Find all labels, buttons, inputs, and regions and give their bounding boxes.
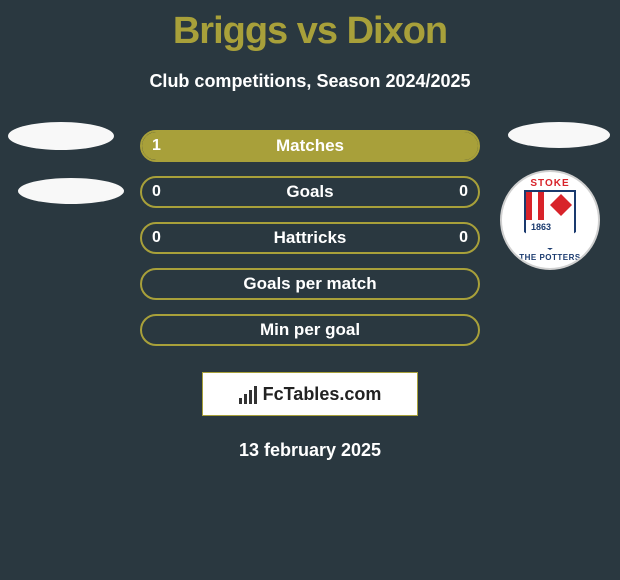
subtitle: Club competitions, Season 2024/2025 [0, 71, 620, 92]
stat-label: Goals per match [140, 268, 480, 300]
date-label: 13 february 2025 [0, 440, 620, 461]
stat-row-min-per-goal: Min per goal [140, 314, 480, 346]
stat-row-goals-per-match: Goals per match [140, 268, 480, 300]
stat-row-hattricks: 0 Hattricks 0 [140, 222, 480, 254]
page-title: Briggs vs Dixon [0, 0, 620, 53]
branding-box: FcTables.com [202, 372, 418, 416]
stat-label: Min per goal [140, 314, 480, 346]
branding-text: FcTables.com [263, 384, 382, 405]
bar-chart-icon [239, 384, 257, 404]
stat-label: Goals [140, 176, 480, 208]
stat-label: Matches [140, 130, 480, 162]
stat-right-value: 0 [459, 176, 468, 208]
stats-area: 1 Matches 0 Goals 0 0 Hattricks 0 Goals … [0, 130, 620, 346]
stat-right-value: 0 [459, 222, 468, 254]
stat-row-goals: 0 Goals 0 [140, 176, 480, 208]
stat-label: Hattricks [140, 222, 480, 254]
stat-row-matches: 1 Matches [140, 130, 480, 162]
